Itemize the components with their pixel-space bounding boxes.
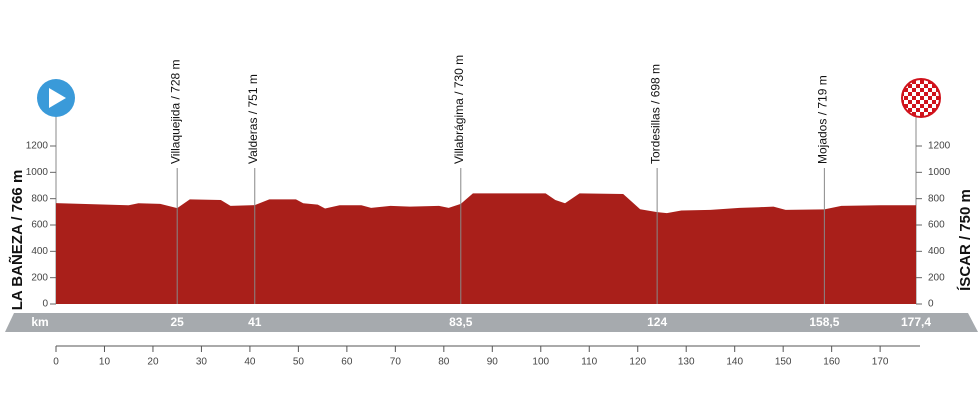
y-tick-label: 400 bbox=[31, 246, 48, 257]
km-band bbox=[5, 313, 978, 332]
x-tick-label: 20 bbox=[147, 357, 159, 368]
y-tick-label: 200 bbox=[31, 272, 48, 283]
y-tick-label: 800 bbox=[31, 193, 48, 204]
x-tick-label: 0 bbox=[53, 357, 59, 368]
x-tick-label: 10 bbox=[99, 357, 111, 368]
x-tick-label: 130 bbox=[678, 357, 695, 368]
km-marker: 177,4 bbox=[901, 315, 931, 329]
km-marker: 83,5 bbox=[449, 315, 473, 329]
y-tick-label: 0 bbox=[42, 299, 48, 310]
x-tick-label: 60 bbox=[341, 357, 353, 368]
y-tick-label-right: 0 bbox=[928, 299, 934, 310]
y-tick-label: 1200 bbox=[26, 141, 49, 152]
waypoint-label: Villabrágima / 730 m bbox=[452, 55, 466, 164]
km-unit: km bbox=[31, 315, 48, 329]
x-tick-label: 30 bbox=[196, 357, 208, 368]
start-arrow bbox=[49, 88, 66, 108]
y-tick-label-right: 1200 bbox=[928, 141, 951, 152]
finish-icon bbox=[901, 78, 941, 118]
x-tick-label: 110 bbox=[581, 357, 597, 368]
x-tick-label: 150 bbox=[775, 357, 792, 368]
waypoint-label: Tordesillas / 698 m bbox=[648, 64, 662, 164]
km-marker: 41 bbox=[248, 315, 262, 329]
x-tick-label: 50 bbox=[293, 357, 305, 368]
y-tick-label-right: 600 bbox=[928, 220, 945, 231]
elevation-area bbox=[56, 193, 916, 304]
x-tick-label: 160 bbox=[823, 357, 840, 368]
y-tick-label: 1000 bbox=[26, 167, 49, 178]
finish-label: ÍSCAR / 750 m bbox=[957, 189, 974, 291]
waypoint-label: Mojados / 719 m bbox=[816, 75, 830, 164]
x-tick-label: 120 bbox=[629, 357, 646, 368]
waypoint-label: Villaquejida / 728 m bbox=[168, 59, 182, 164]
x-tick-label: 70 bbox=[390, 357, 402, 368]
waypoint-label: Valderas / 751 m bbox=[246, 74, 260, 164]
y-tick-label-right: 800 bbox=[928, 193, 945, 204]
km-marker: 25 bbox=[171, 315, 185, 329]
x-tick-label: 80 bbox=[438, 357, 450, 368]
x-tick-label: 100 bbox=[532, 357, 549, 368]
y-tick-label-right: 1000 bbox=[928, 167, 951, 178]
x-tick-label: 170 bbox=[872, 357, 889, 368]
km-marker: 124 bbox=[647, 315, 667, 329]
y-tick-label-right: 200 bbox=[928, 272, 945, 283]
y-tick-label-right: 400 bbox=[928, 246, 945, 257]
y-tick-label: 600 bbox=[31, 220, 48, 231]
x-tick-label: 140 bbox=[726, 357, 743, 368]
x-tick-label: 90 bbox=[487, 357, 499, 368]
x-tick-label: 40 bbox=[244, 357, 256, 368]
start-label: LA BAÑEZA / 766 m bbox=[8, 170, 26, 311]
km-marker: 158,5 bbox=[809, 315, 839, 329]
